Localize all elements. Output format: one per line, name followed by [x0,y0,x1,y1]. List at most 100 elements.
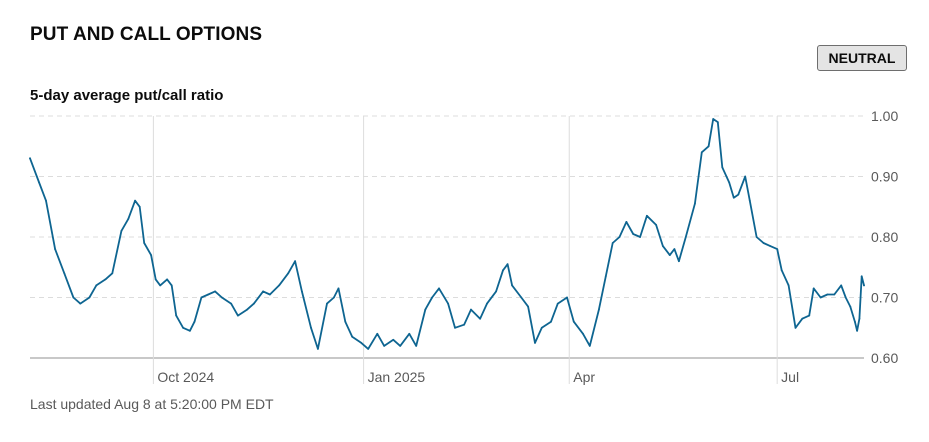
series-line [29,118,865,350]
data-point [618,236,621,238]
data-point [694,202,696,205]
data-point [684,236,687,238]
data-point [854,320,856,323]
x-tick-label: Jan 2025 [368,369,426,385]
data-point [333,296,335,299]
data-point [138,205,141,208]
data-point [104,278,107,281]
x-tick-label: Apr [573,369,595,385]
data-point [376,332,379,335]
data-point [662,245,664,248]
data-point [193,320,196,323]
data-point [38,181,40,184]
data-point [707,145,710,148]
data-point [744,175,747,178]
data-point [207,293,210,296]
data-point [408,332,411,335]
data-point [550,320,552,323]
data-point [246,308,249,311]
data-point [776,248,779,251]
data-point [863,284,865,287]
data-point [150,254,153,256]
data-point [214,290,217,293]
page-title: PUT AND CALL OPTIONS [30,24,263,45]
data-point [625,221,628,223]
last-updated-text: Last updated Aug 8 at 5:20:00 PM EDT [30,396,274,412]
data-point [230,302,233,305]
data-point [611,242,614,244]
data-point [134,199,137,202]
data-point [154,278,157,281]
data-point [127,218,130,220]
data-point [326,302,328,305]
data-point [351,335,354,338]
data-point [29,157,31,160]
data-point [826,293,829,296]
data-point [463,323,465,326]
data-point [502,269,504,272]
data-point [655,224,657,226]
data-point [801,317,804,320]
data-point [819,296,822,299]
data-point [189,329,191,332]
put-call-chart: 1.00 0.90 0.80 0.70 0.60 Oct 2024 Jan 2025 Apr J… [29,108,898,385]
data-point [479,317,481,320]
data-point [588,345,591,347]
axis-layer: 1.00 0.90 0.80 0.70 0.60 Oct 2024 Jan 2025 Apr J… [157,108,898,385]
data-point [111,272,114,275]
data-point [269,293,271,296]
data-point [632,233,635,235]
data-point [534,342,536,344]
data-point [486,302,488,305]
data-point [360,342,363,344]
y-tick-label: 0.80 [871,229,898,245]
data-point [120,230,123,232]
data-point [808,314,811,317]
data-point [748,199,751,202]
data-point [166,278,169,281]
data-point [769,245,772,248]
x-tick-label: Jul [781,369,799,385]
data-point [253,302,255,305]
data-point [780,269,783,272]
data-point [470,308,472,311]
data-point [860,275,863,278]
data-point [668,254,671,256]
data-point [511,284,513,287]
data-point [424,308,427,311]
data-point [310,326,312,329]
data-point [301,290,303,293]
data-point [72,296,75,299]
series-layer [29,118,865,350]
data-point [344,320,347,323]
data-point [506,263,509,266]
y-tick-label: 0.60 [871,350,898,366]
data-point [856,329,858,332]
data-point [431,296,433,299]
data-point [143,242,146,244]
data-point [294,260,296,263]
data-point [337,287,340,290]
data-point [495,290,497,293]
data-point [673,248,676,251]
chart-title: 5-day average put/call ratio [30,87,224,104]
data-point [794,326,797,329]
data-point [755,236,758,238]
data-point [527,305,529,308]
data-point [716,121,719,123]
data-point [556,302,559,305]
data-point [79,302,82,305]
data-point [858,317,861,320]
data-point [159,284,162,287]
data-point [812,287,815,290]
data-point [737,193,740,196]
data-point [438,287,440,290]
y-tick-label: 0.90 [871,169,898,185]
data-point [175,314,178,317]
data-point [317,348,319,350]
data-point [572,320,575,323]
data-point [182,326,185,329]
data-point [262,290,264,293]
data-point [454,326,456,329]
data-point [278,284,280,287]
